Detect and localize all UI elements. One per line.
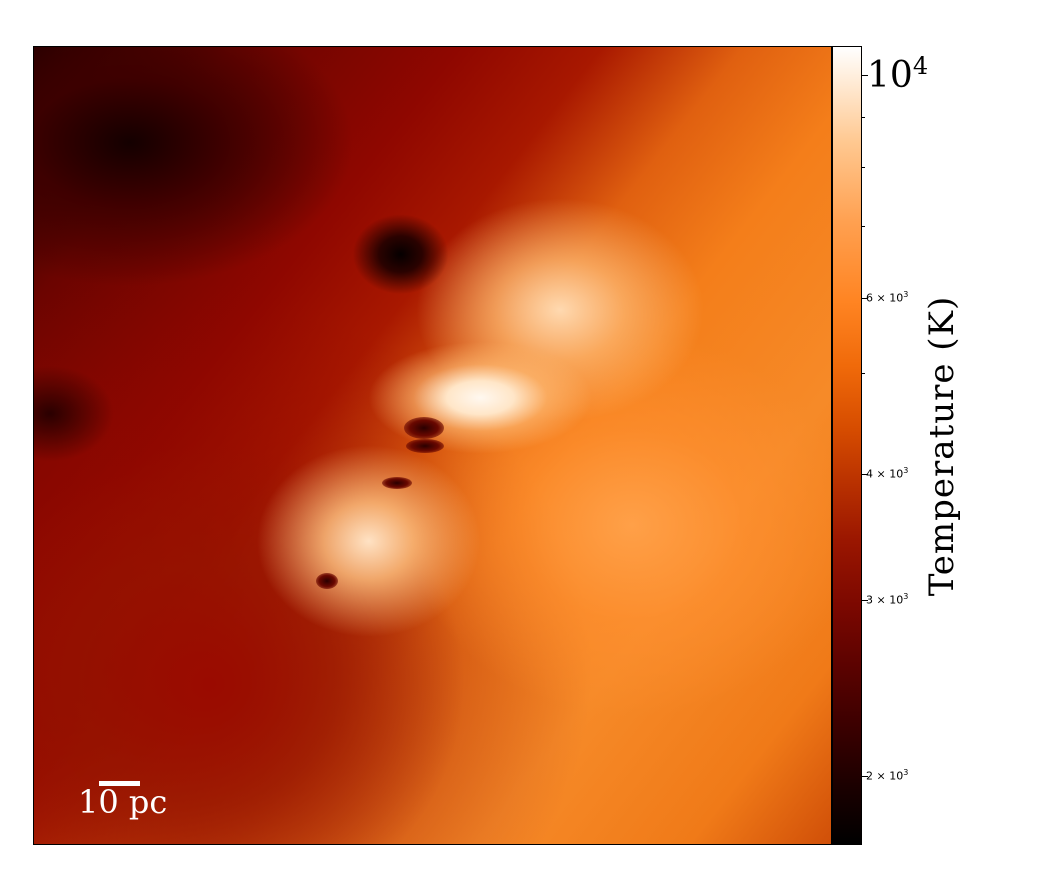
colorbar-tick: [862, 600, 868, 601]
dense-clump: [382, 477, 412, 489]
colorbar-minor-tick: [862, 167, 865, 168]
dense-clump: [404, 417, 444, 439]
colorbar-minor-tick: [862, 117, 865, 118]
colorbar-minor-tick: [862, 373, 865, 374]
colorbar-tick-label: 2 × 103: [866, 768, 909, 783]
colorbar: [832, 46, 862, 845]
colorbar-tick-label: 3 × 103: [866, 592, 909, 607]
scale-bar: [99, 781, 140, 786]
dense-clump: [406, 439, 444, 453]
colorbar-title: Temperature (K): [922, 295, 962, 597]
colorbar-tick-label: 104: [867, 52, 929, 96]
colorbar-tick-label: 6 × 103: [866, 290, 909, 305]
colorbar-tick: [862, 75, 868, 76]
colorbar-tick: [862, 298, 868, 299]
colorbar-tick: [862, 776, 868, 777]
temperature-map: [33, 46, 832, 845]
colorbar-minor-tick: [862, 226, 865, 227]
dense-clump: [316, 573, 338, 589]
colorbar-tick-label: 4 × 103: [866, 466, 909, 481]
colorbar-tick: [862, 474, 868, 475]
scale-bar-label: 10 pc: [78, 783, 168, 821]
